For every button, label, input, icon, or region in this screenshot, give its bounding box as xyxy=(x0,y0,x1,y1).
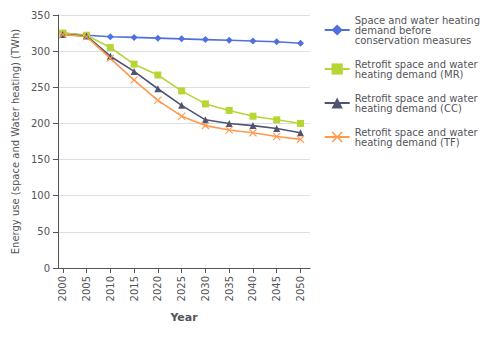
svg-text:demand before: demand before xyxy=(354,24,432,36)
svg-text:heating demand (CC): heating demand (CC) xyxy=(355,103,462,114)
svg-text:350: 350 xyxy=(31,10,50,21)
svg-text:200: 200 xyxy=(31,118,50,129)
svg-text:Retrofit space and water: Retrofit space and water xyxy=(354,126,478,138)
svg-text:Year: Year xyxy=(169,311,198,324)
svg-text:300: 300 xyxy=(31,46,50,57)
svg-text:2000: 2000 xyxy=(57,276,68,301)
svg-text:2025: 2025 xyxy=(176,276,187,301)
svg-text:Space and water heating: Space and water heating xyxy=(354,14,480,26)
svg-text:2020: 2020 xyxy=(152,276,163,301)
svg-text:2045: 2045 xyxy=(271,276,282,301)
svg-text:heating demand (MR): heating demand (MR) xyxy=(355,69,464,80)
svg-text:Retrofit space and water: Retrofit space and water xyxy=(354,92,478,104)
svg-text:2035: 2035 xyxy=(224,276,235,301)
svg-text:2030: 2030 xyxy=(200,276,211,301)
svg-text:2040: 2040 xyxy=(247,276,258,301)
svg-text:250: 250 xyxy=(31,82,50,93)
svg-text:50: 50 xyxy=(37,226,50,237)
svg-text:2050: 2050 xyxy=(295,276,306,301)
svg-text:Retrofit space and water: Retrofit space and water xyxy=(354,58,478,70)
svg-text:conservation measures: conservation measures xyxy=(355,35,472,46)
svg-text:Energy use (space and Water he: Energy use (space and Water heating) (TW… xyxy=(10,29,21,255)
svg-text:2005: 2005 xyxy=(81,276,92,301)
svg-text:100: 100 xyxy=(31,190,50,201)
svg-text:heating demand (TF): heating demand (TF) xyxy=(355,137,460,148)
svg-text:150: 150 xyxy=(31,154,50,165)
svg-text:2015: 2015 xyxy=(129,276,140,301)
svg-text:0: 0 xyxy=(44,263,50,274)
svg-text:2010: 2010 xyxy=(105,276,116,301)
